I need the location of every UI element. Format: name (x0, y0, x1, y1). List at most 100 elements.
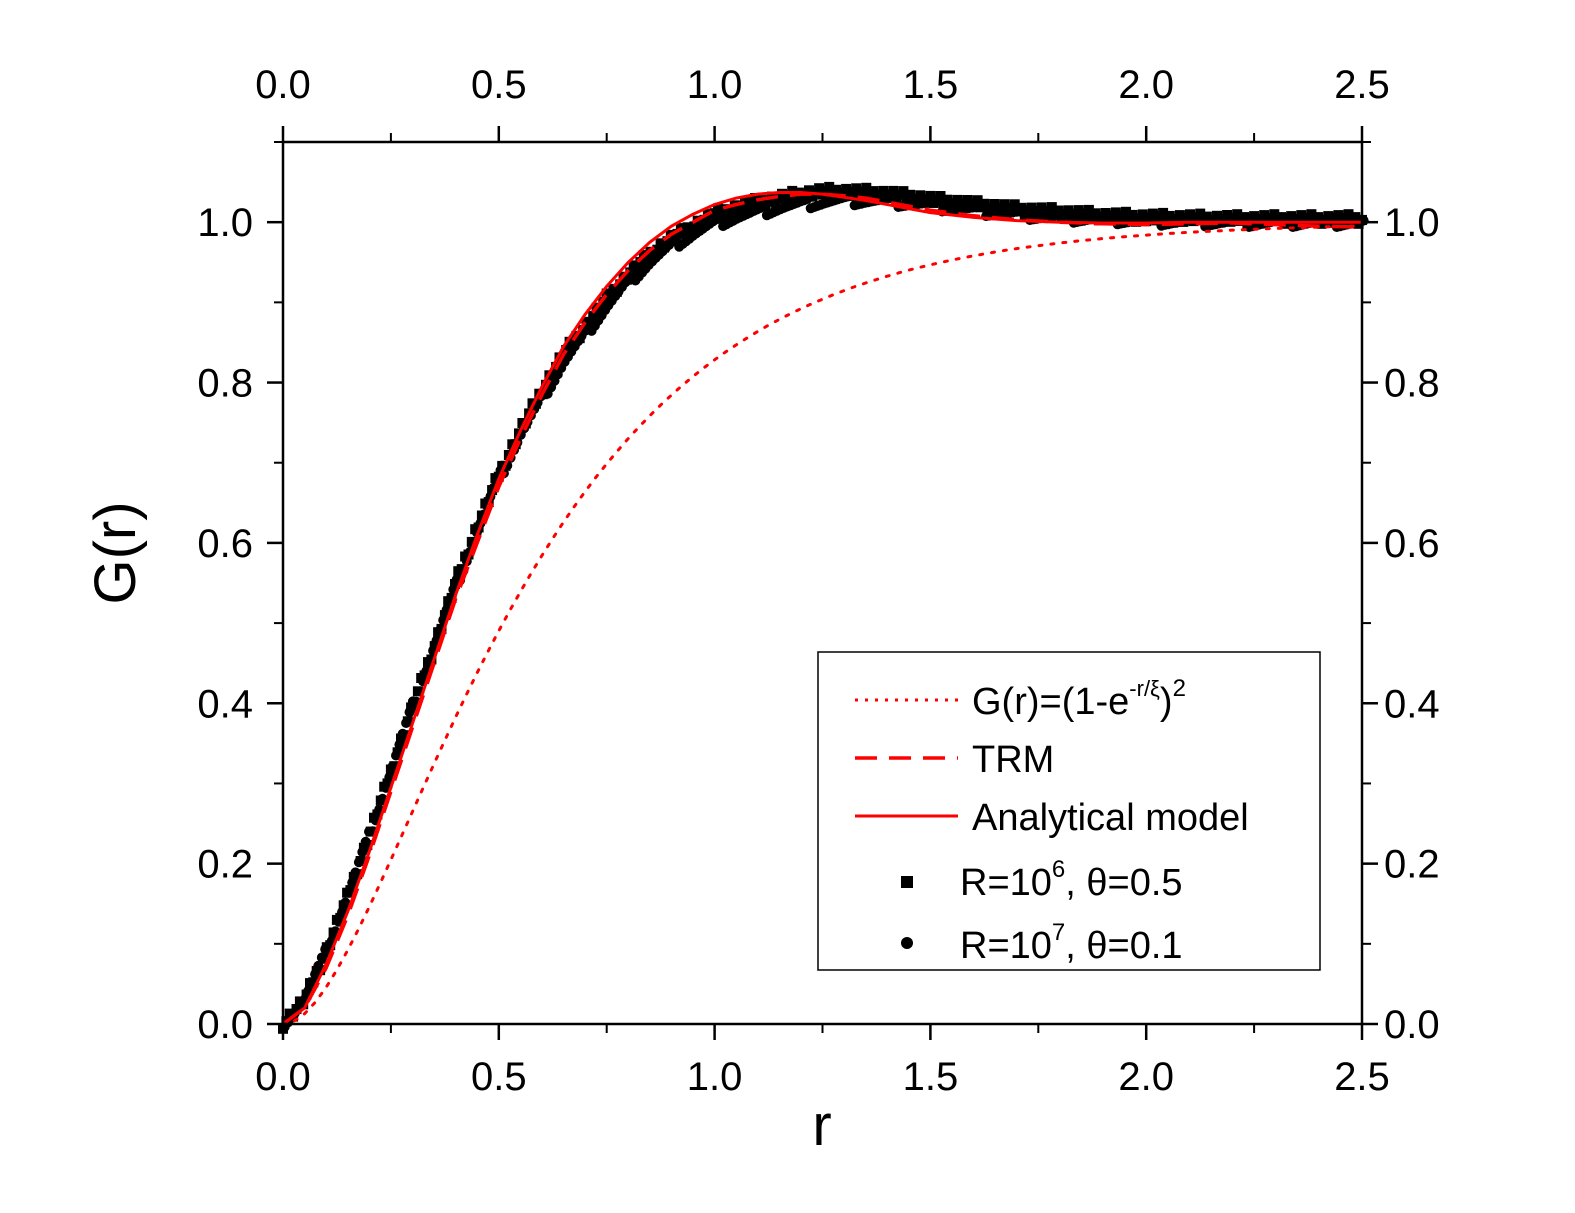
data-point-square (1269, 209, 1280, 220)
x-tick-label-bottom: 0.5 (471, 1055, 527, 1099)
legend-r1e6-rest: , θ=0.5 (1065, 862, 1182, 904)
data-point-circle (394, 739, 405, 750)
data-point-square (1036, 202, 1047, 213)
legend-exp-main: G(r)=(1-e (972, 681, 1129, 723)
data-point-square (739, 196, 750, 207)
data-point-square (1164, 210, 1175, 221)
data-point-square (699, 214, 710, 225)
data-point-circle (347, 877, 358, 888)
data-point-square (1212, 210, 1222, 221)
legend-label-r1e7: R=107, θ=0.1 (960, 919, 1183, 967)
data-point-circle (343, 887, 354, 898)
data-point-square (1174, 210, 1185, 221)
x-tick-label-top: 1.5 (903, 63, 959, 107)
data-point-square (1232, 209, 1243, 220)
y-tick-label-right: 0.6 (1384, 522, 1440, 566)
data-point-circle (714, 212, 725, 223)
data-point-circle (313, 960, 324, 971)
data-point-square (878, 185, 889, 196)
y-tick-label-right: 0.2 (1384, 843, 1440, 887)
legend-r1e7-main: R=10 (960, 925, 1052, 967)
y-axis-title: G(r) (83, 501, 148, 604)
x-tick-label-top: 0.0 (255, 63, 311, 107)
data-point-square (787, 185, 798, 196)
series-exp-model-line (281, 224, 1364, 1026)
data-point-square (652, 244, 663, 255)
data-point-square (1306, 209, 1317, 220)
legend-exp-sup1: -r/ξ (1129, 676, 1160, 701)
data-point-square (804, 185, 814, 196)
data-point-circle (1153, 211, 1163, 221)
data-point-square (814, 183, 825, 194)
data-point-square (1121, 206, 1131, 217)
data-point-square (598, 296, 609, 307)
data-point-square (713, 203, 723, 214)
x-tick-label-bottom: 1.5 (903, 1055, 959, 1099)
x-axis-title: r (812, 1093, 831, 1158)
data-point-circle (401, 718, 412, 728)
x-tick-label-top: 0.5 (471, 63, 527, 107)
x-tick-label-bottom: 2.0 (1118, 1055, 1174, 1099)
data-point-square (935, 191, 946, 201)
y-tick-label-left: 0.2 (197, 843, 253, 887)
data-point-square (1158, 207, 1169, 218)
data-point-square (888, 185, 899, 196)
data-point-square (1026, 202, 1037, 213)
data-point-circle (1284, 212, 1295, 223)
data-point-square (898, 186, 909, 197)
data-point-square (1333, 210, 1344, 221)
data-point-square (1073, 205, 1084, 216)
data-point-square (1046, 202, 1057, 213)
x-tick-label-bottom: 0.0 (255, 1055, 311, 1099)
data-point-square (1222, 210, 1233, 220)
y-tick-label-left: 1.0 (197, 201, 253, 245)
legend-r1e7-rest: , θ=0.1 (1065, 925, 1182, 967)
data-point-circle (933, 196, 944, 207)
data-point-circle (391, 750, 401, 761)
data-point-circle (384, 772, 395, 783)
data-point-circle (1109, 209, 1120, 220)
data-point-circle (1021, 205, 1032, 216)
data-point-square (1083, 204, 1094, 215)
data-point-square (679, 228, 690, 238)
data-point-circle (758, 201, 769, 212)
data-point-square (635, 257, 646, 268)
y-tick-label-left: 0.6 (197, 522, 253, 566)
y-tick-label-right: 1.0 (1384, 201, 1440, 245)
data-point-square (915, 190, 926, 201)
y-tick-label-left: 0.4 (197, 682, 253, 726)
data-point-circle (802, 194, 813, 204)
data-point-square (561, 345, 572, 355)
data-point-square (632, 264, 642, 274)
series-analytical-line (282, 191, 1362, 1026)
y-tick-label-right: 0.8 (1384, 362, 1440, 406)
data-point-circle (357, 847, 368, 857)
data-point-square (905, 189, 916, 200)
y-tick-label-right: 0.4 (1384, 682, 1440, 726)
y-tick-label-right: 0.0 (1384, 1003, 1440, 1047)
data-point-square (689, 221, 700, 232)
data-point-circle (340, 897, 351, 908)
x-tick-label-top: 1.0 (687, 63, 743, 107)
data-point-square (595, 305, 605, 315)
data-point-circle (1358, 215, 1369, 226)
y-tick-label-left: 0.0 (197, 1003, 253, 1047)
ticks-layer: 0.00.00.50.51.01.01.51.52.02.02.52.50.0 0… (197, 63, 1439, 1099)
data-point-square (1343, 209, 1354, 220)
legend-r1e6-main: R=10 (960, 862, 1052, 904)
data-point-square (1127, 209, 1138, 220)
data-point-square (642, 253, 653, 264)
x-tick-label-top: 2.5 (1334, 63, 1390, 107)
data-point-circle (1328, 212, 1339, 223)
data-point-square (861, 182, 872, 193)
data-point-square (824, 181, 835, 192)
data-point-circle (397, 728, 408, 739)
legend-label-exp-model: G(r)=(1-e-r/ξ)2 (972, 675, 1186, 723)
data-point-circle (337, 907, 347, 918)
data-point-circle (1065, 207, 1076, 218)
legend-r1e7-sup: 7 (1052, 919, 1065, 946)
legend-label-r1e6: R=106, θ=0.5 (960, 856, 1183, 904)
data-point-square (588, 310, 599, 321)
data-point-square (851, 183, 862, 194)
